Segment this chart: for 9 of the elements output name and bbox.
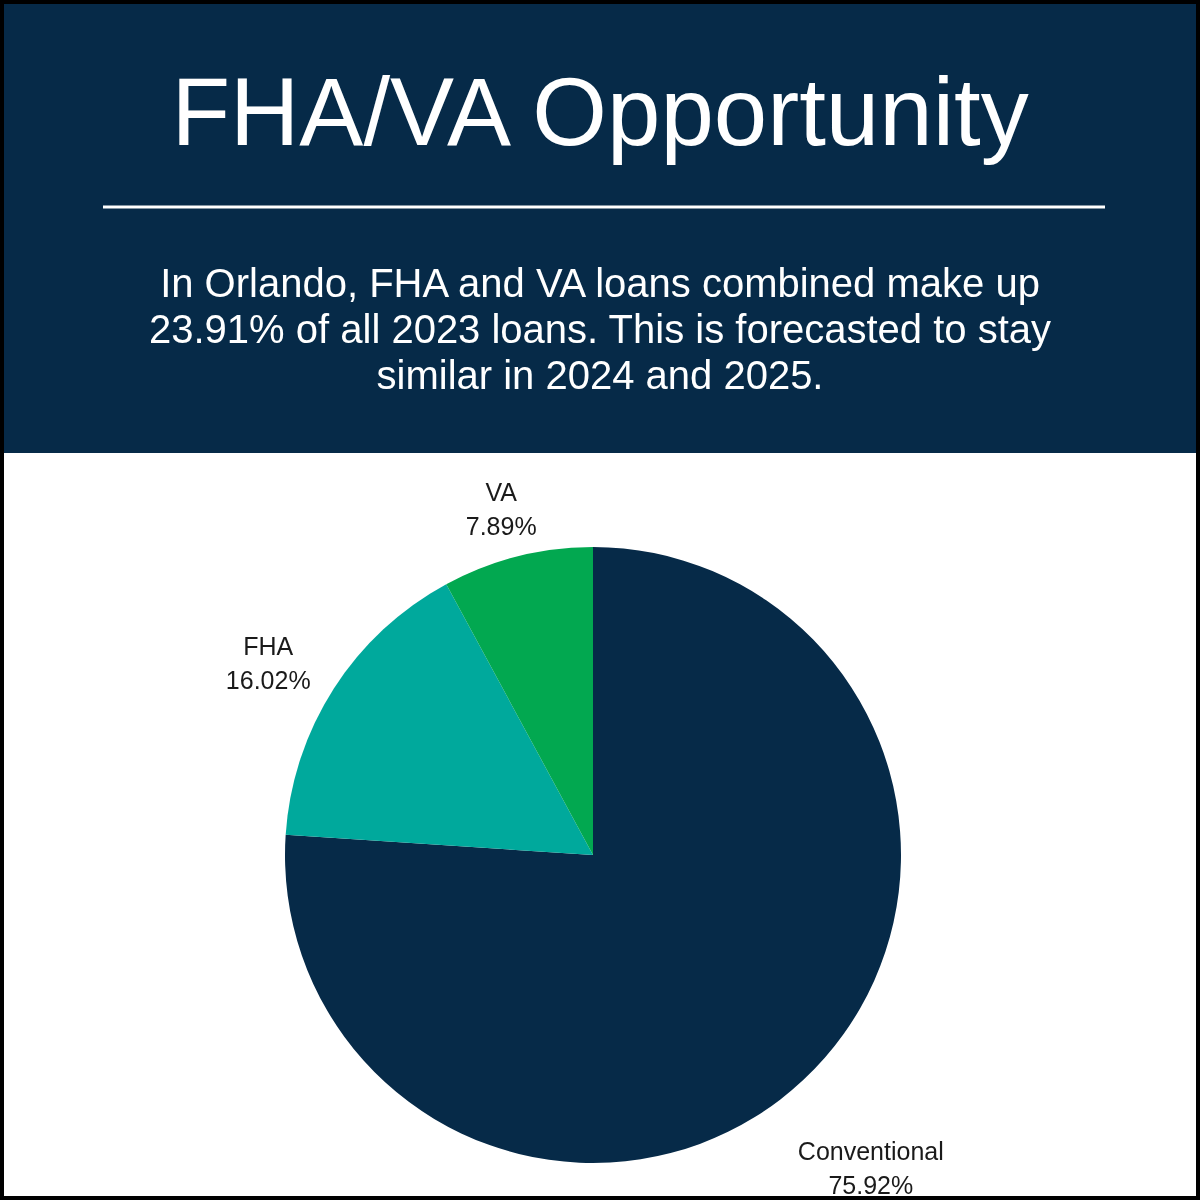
- slice-label: Conventional: [797, 1136, 944, 1165]
- slice-label: FHA: [243, 631, 294, 660]
- data-label: 16.02%: [225, 665, 311, 694]
- data-label: 75.92%: [828, 1170, 914, 1199]
- slice-label: VA: [485, 477, 518, 506]
- chart-subtitle: In Orlando, FHA and VA loans combined make up 23.91% of all 2023 loans. This is forecasted to stay similar in 2024 and 2025.: [148, 261, 1052, 397]
- data-label: 7.89%: [465, 511, 537, 540]
- pie-slice: [446, 547, 593, 855]
- chart-title: FHA/VA Opportunity: [171, 58, 1029, 165]
